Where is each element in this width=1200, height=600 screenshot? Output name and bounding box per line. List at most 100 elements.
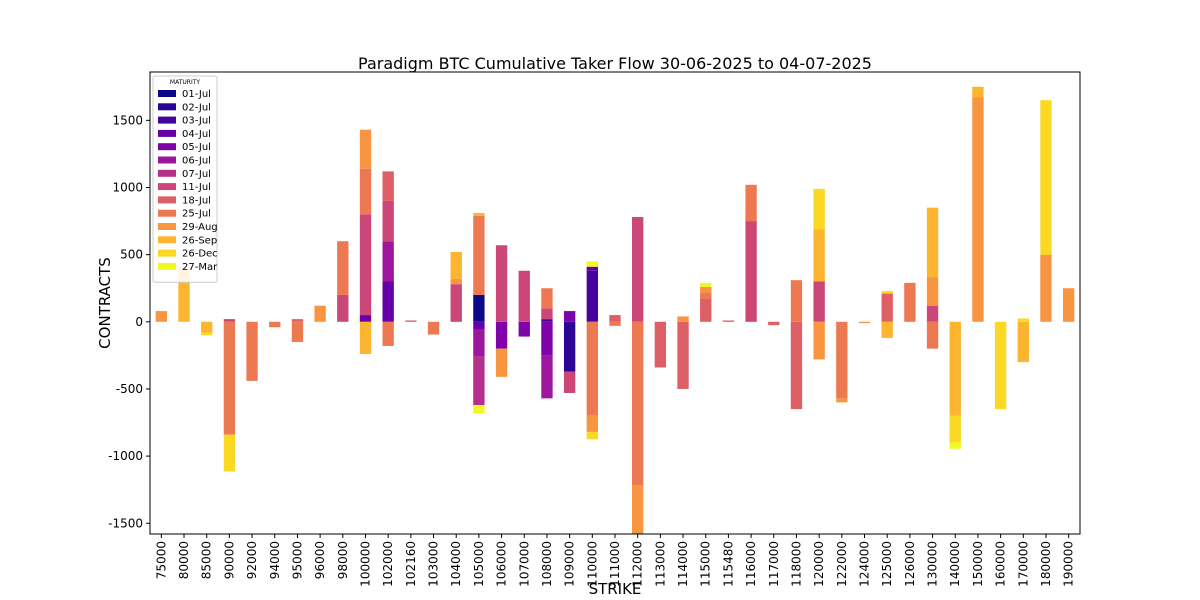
- bar-segment-118000-18-Jul: [790, 321, 803, 410]
- legend-label: 18-Jul: [182, 195, 211, 206]
- bar-segment-105000-25-Jul: [473, 215, 485, 295]
- x-tick-label: 122000: [835, 541, 849, 587]
- bar-segment-180000-26-Dec: [1040, 100, 1052, 255]
- x-tick-label: 180000: [1039, 541, 1053, 587]
- x-tick-label: 96000: [313, 541, 327, 579]
- legend-swatch: [158, 129, 176, 137]
- bar-segment-100000-25-Jul: [359, 168, 372, 215]
- y-tick-label: -1000: [108, 449, 143, 463]
- x-tick-label: 120000: [812, 541, 826, 587]
- bar-segment-190000-29-Aug: [1062, 288, 1075, 322]
- x-axis: 75000 80000 85000 90000 92000 94000 95000 96000…: [154, 534, 1076, 587]
- x-tick-label: 115000: [699, 541, 713, 587]
- bar-segment-130000-26-Sep: [926, 207, 939, 278]
- bar-segment-122000-29-Aug: [836, 398, 848, 403]
- bar-segment-108000-06-Jul: [541, 355, 553, 399]
- y-tick-label: -500: [116, 382, 143, 396]
- bar-segment-103000-25-Jul: [427, 321, 440, 335]
- bar-segment-102000-04-Jul: [382, 281, 394, 322]
- legend-label: 01-Jul: [182, 89, 211, 100]
- chart-title: Paradigm BTC Cumulative Taker Flow 30-06…: [358, 54, 872, 73]
- bar-segment-170000-26-Sep: [1017, 321, 1029, 363]
- bar-segment-120000-11-Jul: [813, 281, 825, 322]
- bar-segment-180000-29-Aug: [1040, 254, 1052, 322]
- bar-segment-80000-26-Sep: [178, 268, 190, 322]
- legend-label: 03-Jul: [182, 116, 211, 127]
- bar-segment-106000-11-Jul: [495, 245, 508, 322]
- bar-segment-105000-26-Sep: [473, 213, 485, 216]
- x-tick-label: 140000: [948, 541, 962, 587]
- bar-segment-100000-29-Aug: [359, 129, 372, 169]
- bar-segment-107000-05-Jul: [518, 321, 530, 337]
- bar-segment-118000-25-Jul: [790, 280, 803, 322]
- bar-segment-106000-29-Aug: [495, 348, 508, 377]
- bar-segment-112000-29-Aug: [632, 485, 644, 534]
- bar-segment-150000-26-Sep: [972, 86, 984, 98]
- bar-segment-100000-04-Jul: [359, 315, 372, 322]
- legend-label: 26-Sep: [182, 235, 217, 246]
- x-tick-label: 106000: [495, 541, 509, 587]
- x-axis-label: STRIKE: [589, 580, 642, 598]
- x-tick-label: 130000: [926, 541, 940, 587]
- x-tick-label: 114000: [676, 541, 690, 587]
- legend-box: [152, 75, 218, 283]
- bar-segment-116000-11-Jul: [745, 221, 757, 322]
- bar-segment-125000-26-Dec: [881, 290, 893, 294]
- bar-segment-114000-29-Aug: [677, 316, 689, 322]
- bar-segment-110000-04-Jul: [586, 266, 598, 271]
- bar-segment-105000-01-Jul: [473, 294, 485, 322]
- bar-segment-105000-07-Jul: [473, 356, 485, 406]
- bar-segment-115000-18-Jul: [700, 298, 712, 322]
- bar-segment-95000-25-Jul: [291, 321, 304, 342]
- legend-swatch: [158, 249, 176, 257]
- y-axis-label: CONTRACTS: [96, 257, 114, 349]
- legend-swatch: [158, 156, 176, 164]
- bar-segment-106000-05-Jul: [495, 321, 508, 349]
- x-tick-label: 115480: [721, 541, 735, 587]
- x-tick-label: 94000: [268, 541, 282, 579]
- bar-segment-116000-25-Jul: [745, 184, 757, 222]
- legend-label: 27-Mar: [182, 262, 218, 273]
- x-tick-label: 105000: [472, 541, 486, 587]
- bar-segment-102000-06-Jul: [382, 241, 394, 282]
- bar-segment-100000-26-Sep: [359, 321, 372, 355]
- bar-segment-105000-27-Mar: [473, 405, 485, 414]
- bar-segment-130000-29-Aug: [926, 277, 939, 306]
- bar-segment-90000-11-Jul: [223, 319, 236, 322]
- bar-segment-104000-26-Sep: [450, 251, 462, 279]
- bar-segment-102000-25-Jul: [382, 321, 394, 346]
- bar-segment-90000-26-Dec: [223, 434, 236, 472]
- x-tick-label: 103000: [427, 541, 441, 587]
- bar-segment-110000-26-Dec: [586, 431, 598, 440]
- x-tick-label: 113000: [653, 541, 667, 587]
- bar-segment-117000-18-Jul: [768, 321, 780, 326]
- bar-segment-92000-25-Jul: [246, 321, 258, 381]
- legend-swatch: [158, 196, 176, 204]
- x-tick-label: 190000: [1062, 541, 1076, 587]
- bar-segment-120000-29-Aug: [813, 321, 825, 360]
- bar-segment-115000-29-Aug: [700, 286, 712, 293]
- bar-segment-109000-02-Jul: [563, 321, 576, 372]
- x-tick-label: 108000: [540, 541, 554, 587]
- legend-label: 11-Jul: [182, 182, 211, 193]
- legend-swatch: [158, 143, 176, 151]
- x-tick-label: 160000: [994, 541, 1008, 587]
- bar-segment-108000-11-Jul: [541, 308, 553, 320]
- y-tick-label: 500: [120, 248, 143, 262]
- bar-segment-108000-25-Jul: [541, 288, 553, 309]
- bar-segment-95000-18-Jul: [291, 319, 304, 322]
- bar-segment-111000-25-Jul: [609, 321, 621, 326]
- legend-swatch: [158, 262, 176, 270]
- bar-segment-98000-11-Jul: [337, 294, 349, 322]
- bar-segment-75000-29-Aug: [155, 311, 168, 322]
- bar-segment-120000-26-Sep: [813, 229, 825, 282]
- x-tick-label: 124000: [858, 541, 872, 587]
- bar-segment-105000-06-Jul: [473, 329, 485, 357]
- bar-segment-125000-18-Jul: [881, 293, 893, 322]
- bar-segment-170000-26-Dec: [1017, 318, 1029, 322]
- bar-segment-105000-04-Jul: [473, 321, 485, 330]
- bar-segment-109000-11-Jul: [563, 371, 576, 393]
- y-tick-label: -1500: [108, 516, 143, 530]
- x-tick-label: 111000: [608, 541, 622, 587]
- bar-segment-102000-18-Jul: [382, 171, 394, 201]
